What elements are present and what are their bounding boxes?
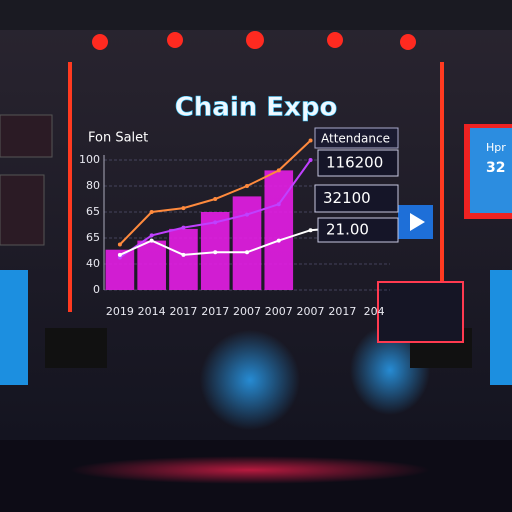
neon-bar <box>68 62 72 312</box>
y-tick-label: 65 <box>86 231 100 244</box>
point <box>181 225 186 230</box>
point <box>245 212 249 217</box>
side-screen-text: Hpr <box>486 141 506 154</box>
side-screen <box>470 128 512 213</box>
x-tick-label: 2017 <box>201 305 229 318</box>
x-tick-label: 2007 <box>265 305 293 318</box>
callout-value: 116200 <box>326 154 383 172</box>
floor-glow <box>70 456 430 484</box>
callout-value: 21.00 <box>326 221 369 239</box>
y-tick-label: 80 <box>86 179 100 192</box>
legend-box <box>314 127 399 149</box>
point <box>245 250 249 255</box>
spotlight <box>200 330 300 430</box>
line <box>119 226 343 256</box>
point <box>213 250 218 255</box>
x-tick-label: 204 <box>364 305 385 318</box>
legend-title: Attendance <box>321 132 390 146</box>
side-screen-text: 32 <box>486 160 505 176</box>
y-tick-label: 40 <box>86 257 100 270</box>
x-tick-label: 2007 <box>297 305 325 318</box>
x-tick-label: 2019 <box>106 305 134 318</box>
side-panel <box>0 174 45 246</box>
side-screen <box>0 270 28 385</box>
point <box>117 242 122 247</box>
point <box>276 202 281 207</box>
x-tick-label: 2014 <box>138 305 166 318</box>
y-tick-label: 100 <box>79 153 100 166</box>
monitor <box>377 281 464 343</box>
point <box>181 206 186 211</box>
point <box>308 138 313 143</box>
point <box>308 228 313 233</box>
y-tick-label: 0 <box>93 283 100 296</box>
heading: Chain Expo <box>175 93 338 123</box>
x-tick-label: 2017 <box>328 305 356 318</box>
point <box>276 168 281 173</box>
chart-title: Fon Salet <box>88 131 148 146</box>
play-icon <box>410 213 425 231</box>
side-screen <box>490 270 512 385</box>
bar <box>169 228 198 290</box>
bar <box>137 240 166 290</box>
point <box>149 210 154 214</box>
speaker <box>45 328 107 368</box>
point <box>149 233 154 238</box>
callout-box <box>317 149 399 177</box>
point <box>117 252 122 257</box>
truss <box>0 0 512 30</box>
callout-box <box>314 184 399 213</box>
y-tick-label: 65 <box>86 205 100 218</box>
point <box>149 238 154 243</box>
bar <box>264 170 294 290</box>
x-tick-label: 2007 <box>233 305 261 318</box>
point <box>213 197 218 201</box>
side-panel <box>0 114 53 158</box>
neon-bar <box>440 62 444 312</box>
point <box>245 184 249 188</box>
callout-value: 32100 <box>323 189 371 207</box>
point <box>276 238 281 243</box>
callout-box <box>317 217 399 243</box>
point <box>213 220 218 225</box>
point <box>181 252 186 257</box>
stage-lights <box>92 31 416 50</box>
point <box>308 158 313 162</box>
x-tick-label: 2017 <box>169 305 197 318</box>
